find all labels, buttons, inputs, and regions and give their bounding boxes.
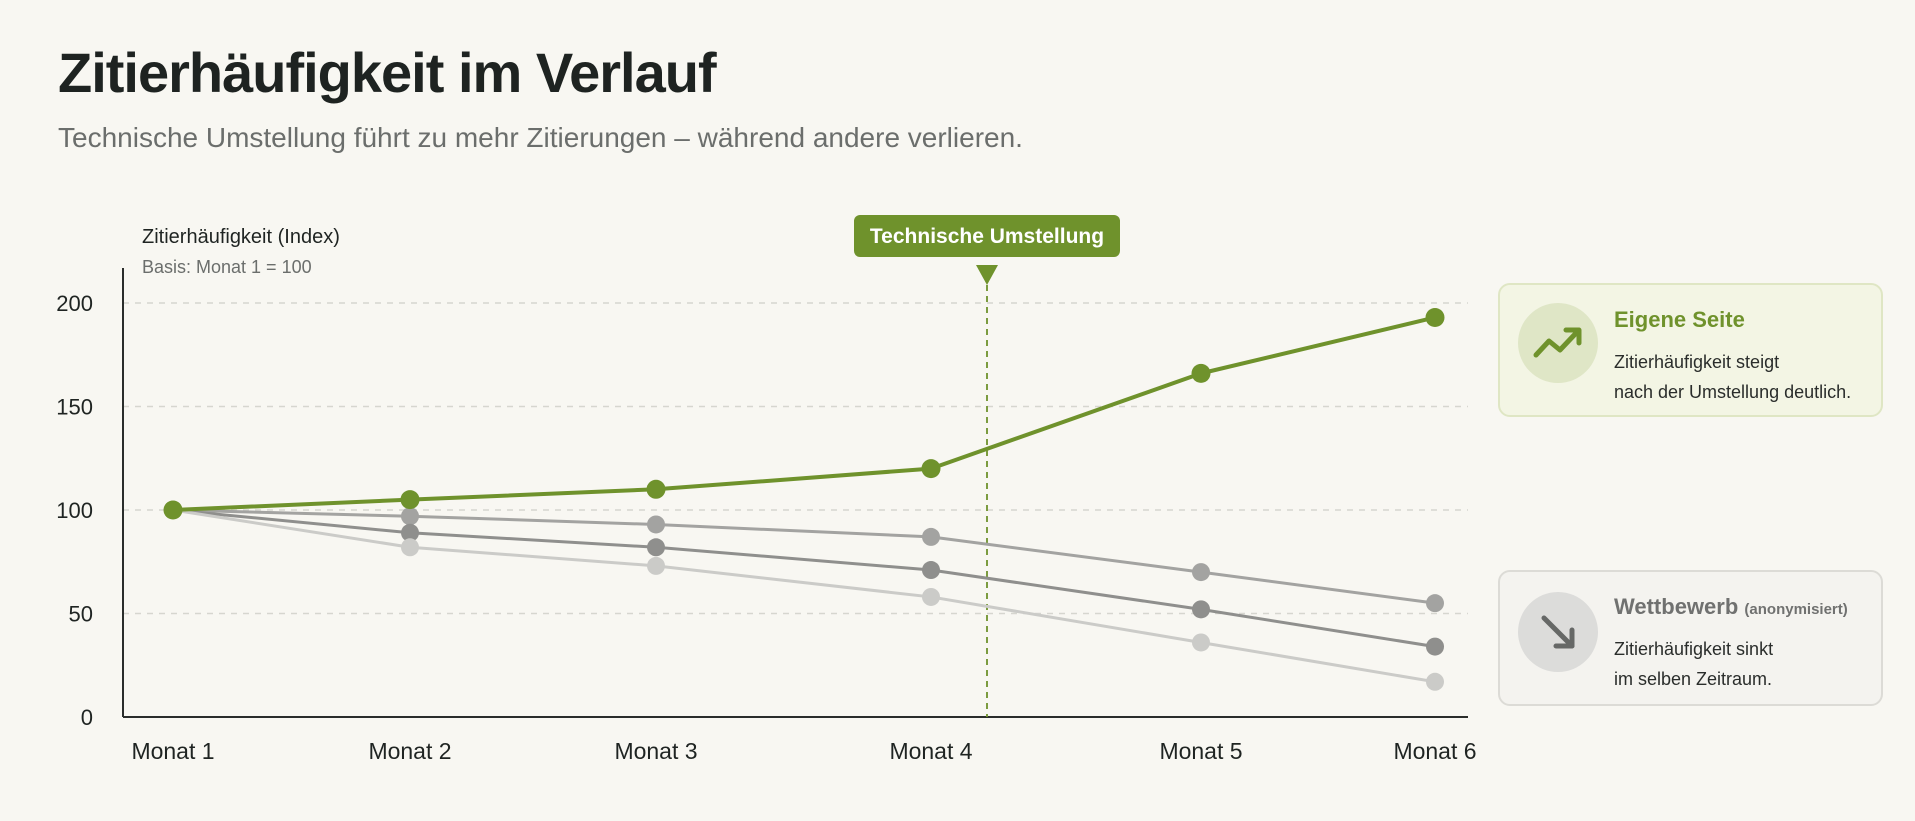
legend-competition-title: Wettbewerb (anonymisiert) — [1614, 594, 1848, 619]
y-tick-label: 100 — [56, 498, 93, 523]
series-line-comp3 — [172, 508, 1436, 684]
data-point-comp3 — [1426, 672, 1444, 691]
data-point-comp3 — [1192, 633, 1210, 652]
data-point-own — [646, 479, 666, 499]
x-tick-label: Monat 6 — [1393, 738, 1476, 764]
data-point-comp1 — [401, 507, 419, 526]
legend-own-text: Zitierhäufigkeit steigt nach der Umstell… — [1614, 352, 1852, 402]
annotation-label: Technische Umstellung — [870, 225, 1104, 248]
data-point-comp2 — [647, 538, 665, 557]
x-tick-label: Monat 3 — [614, 738, 697, 764]
series-line-comp2 — [172, 508, 1436, 649]
legend-competition-text: Zitierhäufigkeit sinkt im selben Zeitrau… — [1614, 639, 1774, 689]
legend-card-own: Eigene Seite Zitierhäufigkeit steigt nac… — [1498, 283, 1883, 417]
y-tick-label: 150 — [56, 395, 93, 420]
data-point-comp2 — [1192, 600, 1210, 619]
arrow-down-right-icon — [1518, 592, 1598, 672]
x-tick-label: Monat 2 — [368, 738, 451, 764]
legend-competition-note: (anonymisiert) — [1744, 601, 1848, 618]
annotation-marker — [976, 265, 998, 285]
y-tick-label: 200 — [56, 291, 93, 316]
data-point-comp1 — [1192, 563, 1210, 582]
series-line-comp1 — [172, 508, 1436, 605]
x-tick-label: Monat 5 — [1159, 738, 1242, 764]
data-point-comp3 — [401, 538, 419, 557]
page-title: Zitierhäufigkeit im Verlauf — [58, 41, 717, 104]
data-point-comp3 — [647, 556, 665, 575]
data-point-own — [921, 459, 941, 479]
y-axis-note: Basis: Monat 1 = 100 — [142, 257, 312, 277]
data-point-comp3 — [922, 587, 940, 606]
data-point-comp1 — [647, 515, 665, 534]
annotation-badge — [854, 215, 1120, 257]
y-axis-label: Zitierhäufigkeit (Index) — [142, 226, 340, 248]
data-point-comp2 — [922, 561, 940, 580]
data-point-own — [400, 490, 420, 510]
data-point-comp2 — [1426, 637, 1444, 656]
series-line-own — [172, 315, 1436, 512]
legend-own-title: Eigene Seite — [1614, 307, 1745, 332]
legend-card-competition: Wettbewerb (anonymisiert) Zitierhäufigke… — [1498, 570, 1883, 706]
x-tick-label: Monat 1 — [131, 738, 214, 764]
y-tick-label: 50 — [69, 602, 93, 627]
x-tick-label: Monat 4 — [889, 738, 972, 764]
data-point-own — [1191, 363, 1211, 383]
data-point-own — [163, 500, 183, 520]
data-point-own — [1425, 307, 1445, 327]
page-subtitle: Technische Umstellung führt zu mehr Ziti… — [58, 122, 1023, 153]
data-point-comp1 — [1426, 594, 1444, 613]
y-tick-label: 0 — [81, 705, 93, 730]
trending-up-icon — [1518, 303, 1598, 383]
data-point-comp2 — [401, 523, 419, 542]
data-point-comp1 — [922, 527, 940, 546]
